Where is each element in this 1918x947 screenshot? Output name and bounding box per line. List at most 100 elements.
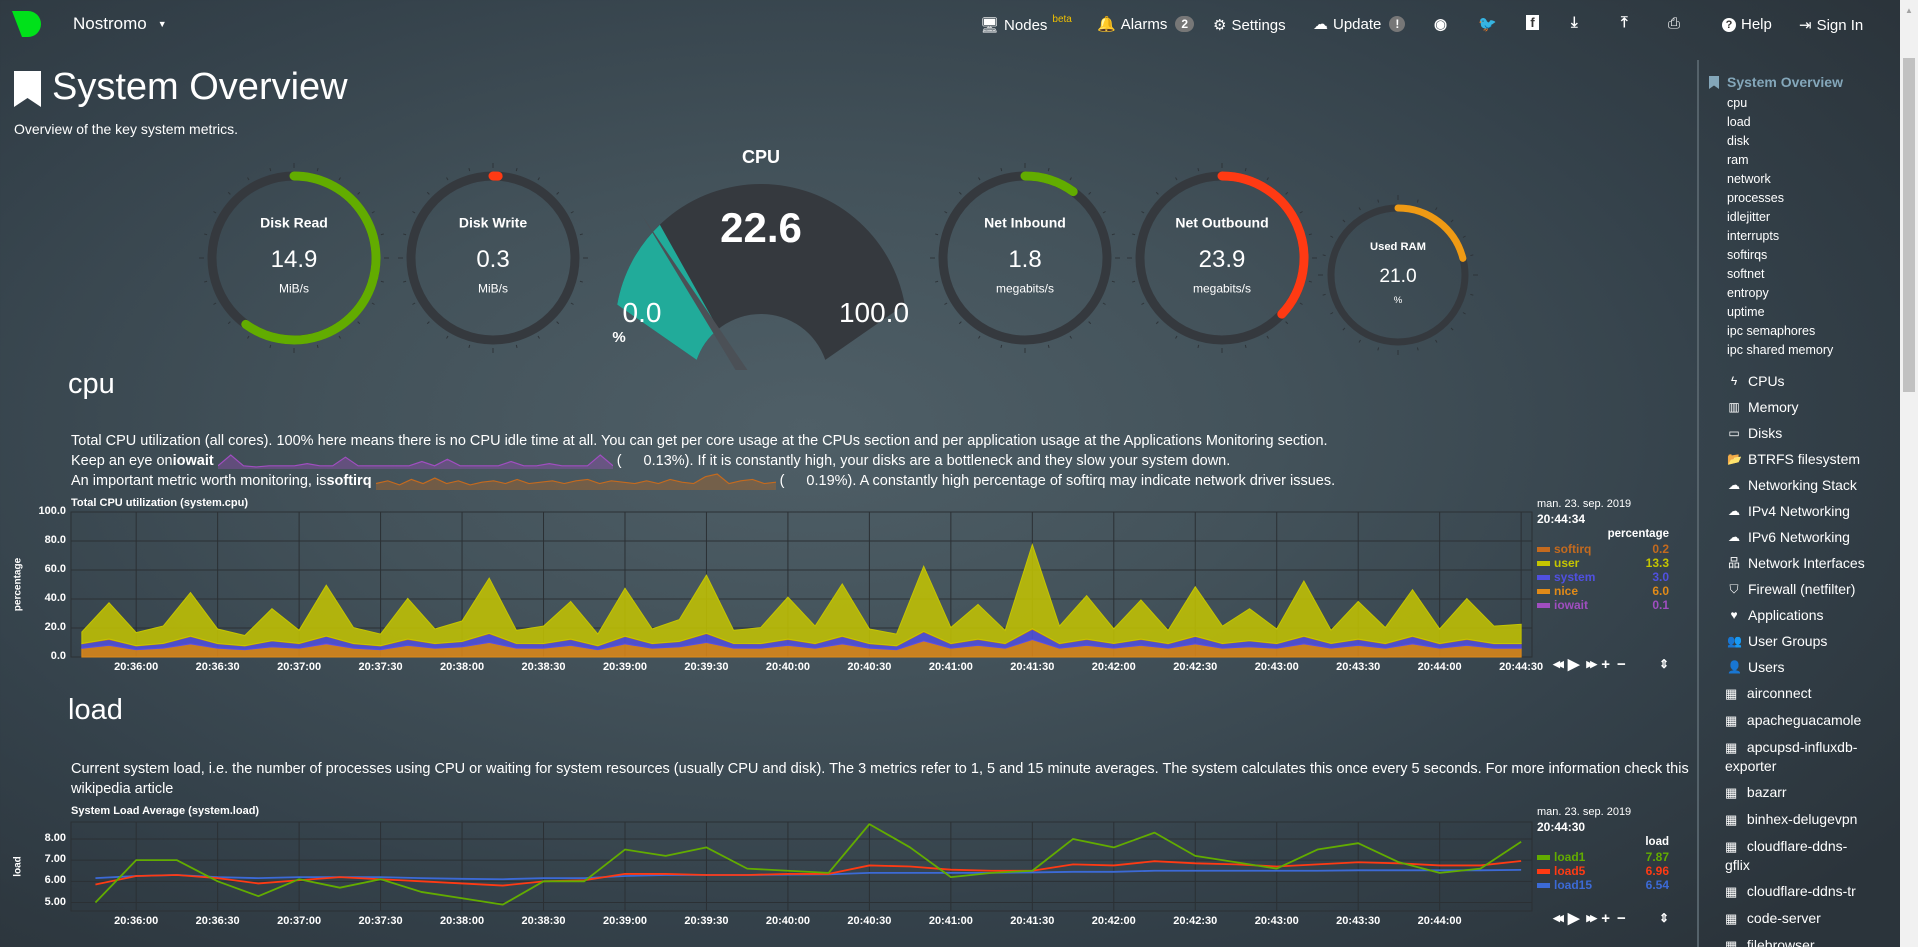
nodes-button[interactable]: 🖥 Nodes beta — [980, 14, 1072, 35]
legend-item-load5[interactable]: load5 6.96 — [1537, 864, 1669, 878]
print-icon[interactable]: ⎙ — [1668, 15, 1681, 32]
sidebar-subitem-load[interactable]: load — [1727, 115, 1751, 129]
alarms-button[interactable]: 🔔 Alarms 2 — [1097, 15, 1195, 33]
y-tick-label: 60.0 — [44, 563, 66, 575]
rewind-icon[interactable]: ◀◀ — [1553, 912, 1564, 923]
host-menu[interactable]: Nostromo ▼ — [73, 14, 167, 34]
sidebar-item-cpus[interactable]: ϟ CPUs — [1699, 368, 1869, 394]
sidebar-item-user-groups[interactable]: 👥 User Groups — [1699, 628, 1869, 654]
facebook-icon[interactable]: f — [1526, 15, 1539, 30]
scroll-up-icon[interactable]: ▲ — [1905, 6, 1913, 15]
zoom-out-icon[interactable]: − — [1617, 909, 1626, 927]
softirq-sparkline[interactable] — [375, 472, 776, 490]
sidebar-item-firewall-netfilter-[interactable]: ⛉ Firewall (netfilter) — [1699, 576, 1869, 602]
gauge-disk-read[interactable]: Disk Read 14.9 MiB/s — [199, 163, 389, 353]
sidebar-subitem-interrupts[interactable]: interrupts — [1727, 229, 1780, 243]
zoom-out-icon[interactable]: − — [1617, 655, 1626, 673]
sidebar-item-networking-stack[interactable]: ☁ Networking Stack — [1699, 472, 1869, 498]
gauge-net-inbound[interactable]: Net Inbound 1.8 megabits/s — [930, 163, 1120, 353]
sidebar-item-label: BTRFS filesystem — [1748, 451, 1861, 467]
gauge-used-ram[interactable]: Used RAM 21.0% — [1318, 195, 1478, 355]
chart-plot[interactable] — [0, 0, 1690, 947]
update-button[interactable]: ☁ Update! — [1313, 15, 1406, 33]
help-button[interactable]: ? Help — [1722, 16, 1772, 33]
sidebar-item-airconnect[interactable]: ▦ airconnect — [1699, 680, 1871, 707]
gauge-tick — [958, 191, 962, 195]
legend-item-user[interactable]: user 13.3 — [1537, 556, 1669, 570]
legend-item-load1[interactable]: load1 7.87 — [1537, 850, 1669, 864]
legend-item-iowait[interactable]: iowait 0.1 — [1537, 598, 1669, 612]
sidebar-subitem-disk[interactable]: disk — [1727, 134, 1750, 148]
upload-icon[interactable]: ⤒ — [1621, 14, 1628, 31]
gauge-tick — [269, 168, 272, 172]
twitter-icon[interactable]: 🐦 — [1478, 16, 1497, 33]
play-icon[interactable]: ▶ — [1567, 910, 1580, 927]
fast-forward-icon[interactable]: ▶▶ — [1586, 658, 1597, 669]
fast-forward-icon[interactable]: ▶▶ — [1586, 912, 1597, 923]
gauge-disk-write[interactable]: Disk Write 0.3 MiB/s — [398, 163, 588, 353]
sidebar-item-binhex-delugevpn[interactable]: ▦ binhex-delugevpn — [1699, 806, 1871, 833]
scrollbar-thumb[interactable] — [1903, 58, 1915, 392]
sidebar-subitem-cpu[interactable]: cpu — [1727, 96, 1748, 110]
iowait-sparkline[interactable] — [217, 453, 613, 469]
sidebar-item-memory[interactable]: ▥ Memory — [1699, 394, 1869, 420]
sidebar-subitem-network[interactable]: network — [1727, 172, 1771, 186]
download-icon[interactable]: ⤓ — [1571, 14, 1578, 31]
zoom-in-icon[interactable]: + — [1601, 909, 1610, 927]
zoom-in-icon[interactable]: + — [1601, 655, 1610, 673]
netdata-logo[interactable] — [12, 11, 42, 39]
resize-icon[interactable]: ⇕ — [1658, 911, 1669, 925]
github-icon[interactable]: ◉ — [1434, 16, 1448, 33]
gauge-net-outbound[interactable]: Net Outbound 23.9 megabits/s — [1127, 163, 1317, 353]
gauge-tick — [1330, 235, 1334, 238]
sidebar-item-filebrowser[interactable]: ▦ filebrowser — [1699, 932, 1871, 947]
gauge-tick — [1069, 335, 1072, 339]
chart-plot[interactable] — [0, 0, 1690, 947]
sidebar-item-disks[interactable]: ▭ Disks — [1699, 420, 1869, 446]
play-icon[interactable]: ▶ — [1567, 656, 1580, 673]
sidebar-item-network-interfaces[interactable]: 品 Network Interfaces — [1699, 550, 1869, 576]
sign-in-button[interactable]: ⇥ Sign In — [1799, 16, 1863, 35]
gauge-value: 14.9 — [271, 246, 318, 273]
x-tick-label: 20:38:00 — [440, 915, 485, 927]
legend-item-nice[interactable]: nice 6.0 — [1537, 584, 1669, 598]
gauge-tick — [371, 302, 375, 305]
sidebar-item-ipv6-networking[interactable]: ☁ IPv6 Networking — [1699, 524, 1869, 550]
sidebar-item-apacheguacamole[interactable]: ▦ apacheguacamole — [1699, 707, 1871, 734]
x-tick-label: 20:36:30 — [195, 661, 240, 673]
sidebar-item-system-overview[interactable]: System Overview — [1709, 74, 1843, 90]
sidebar-subitem-processes[interactable]: processes — [1727, 191, 1784, 205]
sidebar-item-cloudflare-ddns-gflix[interactable]: ▦ cloudflare-ddns-gflix — [1699, 833, 1871, 878]
sidebar-subitem-entropy[interactable]: entropy — [1727, 286, 1769, 300]
rewind-icon[interactable]: ◀◀ — [1553, 658, 1564, 669]
scrollbar[interactable]: ▲ — [1900, 0, 1918, 947]
sidebar-item-bazarr[interactable]: ▦ bazarr — [1699, 779, 1871, 806]
sidebar-item-users[interactable]: 👤 Users — [1699, 654, 1869, 680]
gauge-tick — [1299, 211, 1303, 214]
legend-item-softirq[interactable]: softirq 0.2 — [1537, 542, 1669, 556]
sidebar-item-applications[interactable]: ♥ Applications — [1699, 602, 1869, 628]
sidebar-subitem-softirqs[interactable]: softirqs — [1727, 248, 1768, 262]
cpu-gauge[interactable]: CPU 22.6 0.0% 100.0 — [612, 147, 909, 370]
sidebar-item-ipv4-networking[interactable]: ☁ IPv4 Networking — [1699, 498, 1869, 524]
settings-button[interactable]: ⚙ Settings — [1213, 16, 1286, 35]
sidebar-subitem-ipc-semaphores[interactable]: ipc semaphores — [1727, 324, 1816, 338]
folder-open-icon: 📂 — [1727, 452, 1742, 466]
gauge-tick — [1377, 199, 1380, 203]
sidebar-item-cloudflare-ddns-tr[interactable]: ▦ cloudflare-ddns-tr — [1699, 878, 1871, 905]
wikipedia-link[interactable]: wikipedia article — [71, 781, 174, 797]
gauge-tick — [403, 233, 407, 236]
sidebar-item-code-server[interactable]: ▦ code-server — [1699, 905, 1871, 932]
resize-icon[interactable]: ⇕ — [1658, 657, 1669, 671]
sidebar-subitem-ram[interactable]: ram — [1727, 153, 1749, 167]
sidebar-subitem-idlejitter[interactable]: idlejitter — [1727, 210, 1771, 224]
legend-label: nice — [1554, 584, 1579, 598]
sidebar-item-btrfs-filesystem[interactable]: 📂 BTRFS filesystem — [1699, 446, 1869, 472]
sidebar-subitem-softnet[interactable]: softnet — [1727, 267, 1765, 281]
sidebar-subitem-ipc-shared-memory[interactable]: ipc shared memory — [1727, 343, 1834, 357]
legend-item-system[interactable]: system 3.0 — [1537, 570, 1669, 584]
sidebar-subitem-uptime[interactable]: uptime — [1727, 305, 1765, 319]
legend-item-load15[interactable]: load15 6.54 — [1537, 878, 1669, 892]
sidebar-item-apcupsd-influxdb-exporter[interactable]: ▦ apcupsd-influxdb-exporter — [1699, 734, 1871, 779]
x-tick-label: 20:37:00 — [277, 661, 322, 673]
